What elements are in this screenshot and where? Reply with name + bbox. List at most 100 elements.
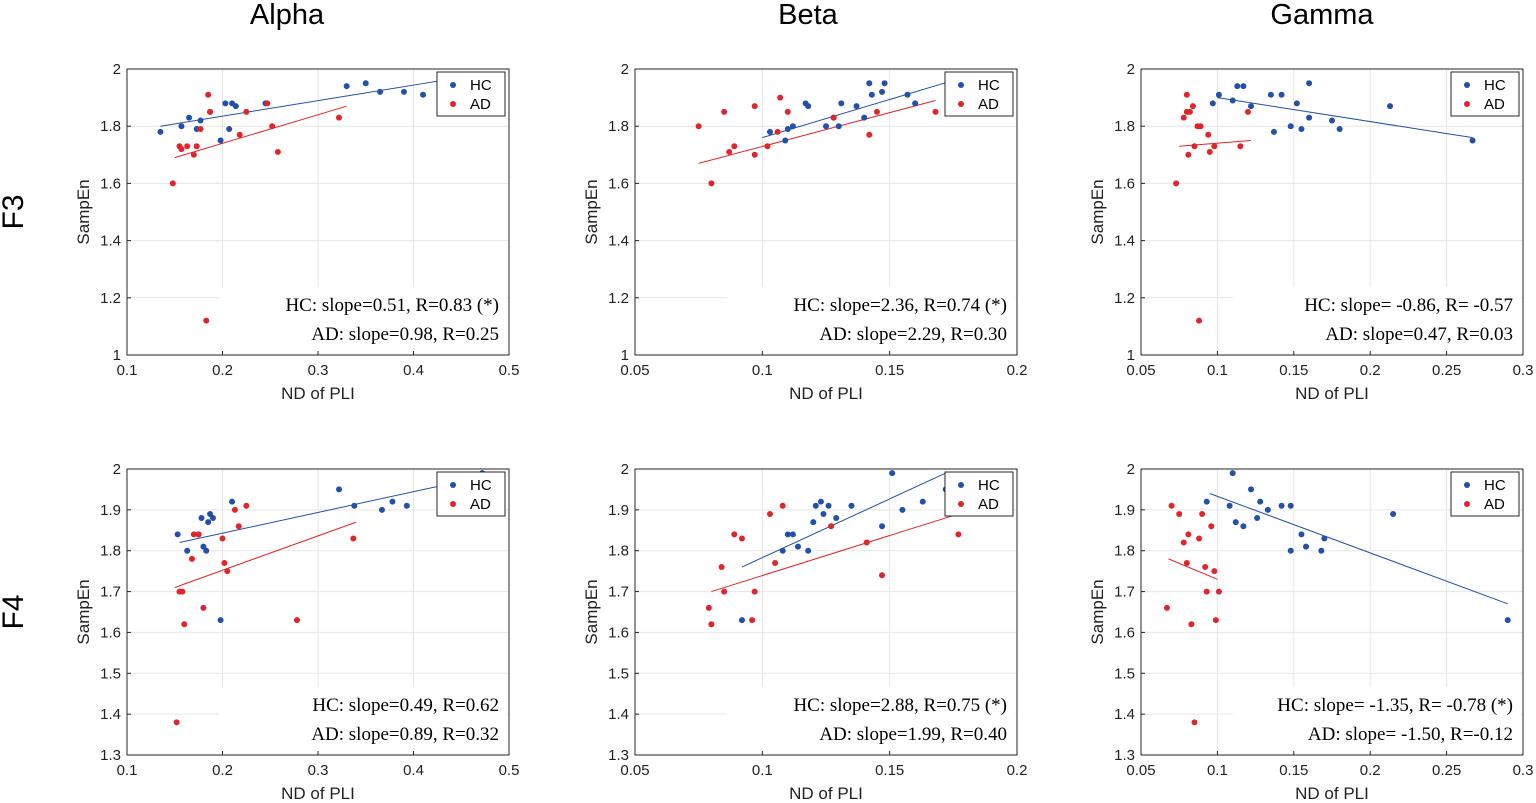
legend: HC AD bbox=[1450, 71, 1520, 117]
data-point-hc bbox=[1298, 531, 1305, 538]
y-axis-label: SampEn bbox=[1088, 579, 1107, 644]
data-point-hc bbox=[178, 123, 185, 130]
stats-annotation-ad: AD: slope=0.98, R=0.25 bbox=[311, 324, 499, 345]
data-point-hc bbox=[833, 515, 840, 522]
legend-label-hc: HC bbox=[978, 77, 1000, 94]
data-point-hc bbox=[1336, 126, 1343, 133]
data-point-ad bbox=[1183, 559, 1190, 566]
data-point-hc bbox=[209, 515, 216, 522]
x-tick-label: 0.05 bbox=[1126, 762, 1155, 779]
legend-marker-hc bbox=[958, 482, 964, 488]
x-tick-label: 0.2 bbox=[1360, 362, 1381, 379]
stats-annotation-ad: AD: slope=1.99, R=0.40 bbox=[819, 724, 1007, 745]
data-point-ad bbox=[179, 588, 186, 595]
data-point-ad bbox=[190, 151, 197, 158]
data-point-ad bbox=[731, 143, 738, 150]
data-point-ad bbox=[708, 621, 715, 628]
data-point-hc bbox=[879, 523, 886, 530]
legend-label-ad: AD bbox=[978, 496, 999, 513]
data-point-ad bbox=[1211, 568, 1218, 575]
data-point-hc bbox=[789, 123, 796, 130]
y-tick-label: 1.3 bbox=[608, 747, 629, 764]
data-point-hc bbox=[205, 519, 212, 526]
annotation-background bbox=[1233, 687, 1521, 751]
data-point-ad bbox=[828, 523, 835, 530]
data-point-hc bbox=[823, 123, 829, 130]
data-point-hc bbox=[738, 617, 745, 624]
data-point-hc bbox=[343, 83, 350, 90]
data-point-ad bbox=[350, 535, 357, 542]
data-point-hc bbox=[810, 519, 817, 526]
data-point-ad bbox=[274, 148, 281, 155]
data-point-hc bbox=[1306, 114, 1313, 121]
x-tick-label: 0.15 bbox=[1279, 762, 1308, 779]
legend-marker-hc bbox=[958, 82, 964, 88]
data-point-ad bbox=[1168, 502, 1175, 509]
y-axis-label: SampEn bbox=[1088, 179, 1107, 244]
y-tick-label: 1.3 bbox=[100, 747, 121, 764]
data-point-ad bbox=[197, 126, 204, 133]
data-point-ad bbox=[774, 128, 781, 135]
data-point-hc bbox=[794, 543, 801, 550]
x-tick-label: 0.3 bbox=[1513, 762, 1534, 779]
data-point-hc bbox=[1318, 547, 1325, 554]
data-point-ad bbox=[1189, 103, 1196, 110]
y-tick-label: 1.6 bbox=[608, 175, 629, 192]
data-point-ad bbox=[236, 131, 243, 138]
y-tick-label: 1 bbox=[621, 347, 629, 364]
data-point-ad bbox=[721, 108, 728, 115]
data-point-ad bbox=[200, 604, 207, 611]
legend-marker-ad bbox=[1464, 101, 1470, 107]
y-tick-label: 1.8 bbox=[608, 118, 629, 135]
y-tick-label: 1.9 bbox=[608, 502, 629, 519]
data-point-ad bbox=[193, 143, 200, 150]
y-tick-label: 1 bbox=[1127, 347, 1135, 364]
y-tick-label: 1 bbox=[113, 347, 121, 364]
stats-annotation-hc: HC: slope= -0.86, R= -0.57 bbox=[1304, 295, 1513, 316]
data-point-ad bbox=[181, 621, 188, 628]
stats-annotation-hc: HC: slope=0.49, R=0.62 bbox=[312, 695, 499, 716]
data-point-ad bbox=[1211, 143, 1218, 150]
scatter-panel-gamma-f3: 0.05 0.1 0.15 0.2 0.25 0.3 1 1.2 1.4 1.6 1.8 2 ND of… bbox=[1088, 61, 1533, 403]
fit-line-hc bbox=[741, 472, 946, 568]
data-point-hc bbox=[198, 515, 205, 522]
data-point-hc bbox=[835, 123, 842, 130]
data-point-ad bbox=[1186, 108, 1193, 115]
data-point-ad bbox=[243, 108, 250, 115]
y-tick-label: 1.8 bbox=[1114, 118, 1135, 135]
fit-line-ad bbox=[698, 99, 936, 164]
data-point-ad bbox=[784, 108, 791, 115]
x-axis-label: ND of PLI bbox=[1295, 384, 1369, 403]
x-tick-label: 0.25 bbox=[1432, 362, 1461, 379]
data-point-ad bbox=[1188, 621, 1195, 628]
legend-label-ad: AD bbox=[470, 496, 491, 513]
data-point-hc bbox=[1504, 617, 1511, 624]
data-point-hc bbox=[1264, 506, 1271, 513]
data-point-hc bbox=[1321, 535, 1328, 542]
data-point-ad bbox=[173, 719, 180, 726]
legend-label-hc: HC bbox=[1484, 77, 1506, 94]
x-tick-label: 0.05 bbox=[620, 762, 649, 779]
data-point-hc bbox=[1248, 486, 1255, 493]
data-point-ad bbox=[879, 572, 886, 579]
data-point-hc bbox=[838, 100, 845, 107]
data-point-ad bbox=[751, 103, 758, 110]
data-point-hc bbox=[377, 88, 384, 95]
y-tick-label: 1.6 bbox=[100, 175, 121, 192]
y-tick-label: 1.4 bbox=[100, 706, 121, 723]
legend-label-hc: HC bbox=[470, 77, 492, 94]
data-point-hc bbox=[784, 531, 791, 538]
data-point-ad bbox=[751, 151, 758, 158]
legend-label-ad: AD bbox=[1484, 96, 1505, 113]
data-point-ad bbox=[708, 180, 715, 187]
data-point-hc bbox=[825, 502, 832, 509]
data-point-ad bbox=[1208, 523, 1215, 530]
data-point-ad bbox=[695, 123, 702, 130]
data-point-hc bbox=[184, 547, 191, 554]
data-point-hc bbox=[1287, 123, 1294, 130]
data-point-ad bbox=[779, 502, 786, 509]
stats-annotation-ad: AD: slope=0.47, R=0.03 bbox=[1325, 324, 1513, 345]
x-tick-label: 0.2 bbox=[1007, 762, 1028, 779]
legend-box bbox=[436, 471, 506, 517]
scatter-panel-alpha-f3: 0.1 0.2 0.3 0.4 0.5 1 1.2 1.4 1.6 1.8 2 ND of PLI Sa… bbox=[74, 61, 519, 403]
